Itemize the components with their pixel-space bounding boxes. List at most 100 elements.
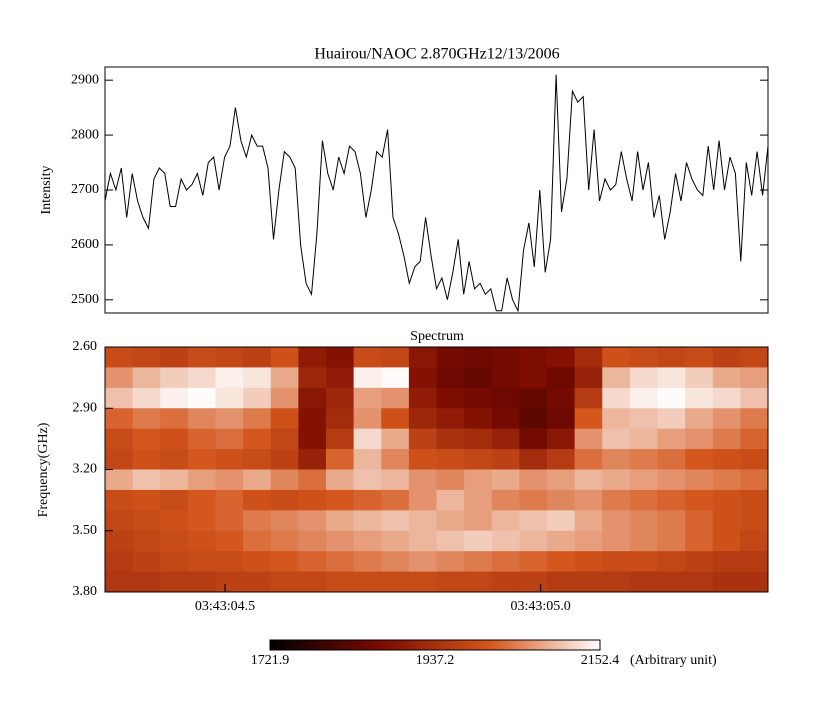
- heatmap-cell: [519, 530, 548, 552]
- heatmap-cell: [408, 367, 437, 389]
- heatmap-cell: [574, 489, 603, 511]
- heatmap-cell: [464, 387, 493, 409]
- heatmap-cell: [740, 367, 769, 389]
- colorbar-tick-label: 2152.4: [581, 653, 620, 668]
- heatmap-cell: [574, 551, 603, 573]
- heatmap-cell: [105, 408, 134, 430]
- heatmap-cell: [105, 530, 134, 552]
- heatmap-cell: [629, 387, 658, 409]
- x-tick-label: 03:43:05.0: [511, 599, 571, 614]
- heatmap-cell: [243, 428, 272, 450]
- heatmap-cell: [215, 571, 244, 593]
- heatmap-cell: [353, 387, 382, 409]
- heatmap-cell: [353, 571, 382, 593]
- heatmap-cell: [132, 408, 161, 430]
- heatmap-cell: [712, 510, 741, 532]
- heatmap-cell: [298, 387, 327, 409]
- heatmap-cell: [491, 571, 520, 593]
- heatmap-cell: [215, 469, 244, 491]
- heatmap-cell: [132, 449, 161, 470]
- heatmap-cell: [132, 428, 161, 450]
- heatmap-cell: [602, 347, 631, 368]
- heatmap-cell: [657, 469, 686, 491]
- heatmap-cell: [629, 571, 658, 593]
- heatmap-cell: [740, 571, 769, 593]
- heatmap-cell: [574, 428, 603, 450]
- heatmap-cell: [574, 469, 603, 491]
- heatmap-cell: [657, 449, 686, 470]
- y-tick-label: 3.20: [73, 462, 98, 477]
- heatmap-cell: [712, 530, 741, 552]
- heatmap-cell: [519, 489, 548, 511]
- heatmap-cell: [326, 347, 355, 368]
- heatmap-cell: [215, 489, 244, 511]
- heatmap-cell: [602, 428, 631, 450]
- heatmap-cell: [436, 510, 465, 532]
- heatmap-cell: [326, 387, 355, 409]
- heatmap-cell: [160, 347, 189, 368]
- chart-title: Huairou/NAOC 2.870GHz12/13/2006: [314, 46, 559, 63]
- heatmap-cell: [326, 367, 355, 389]
- heatmap-cell: [105, 510, 134, 532]
- heatmap-cell: [105, 469, 134, 491]
- heatmap-cell: [712, 449, 741, 470]
- heatmap-cell: [712, 551, 741, 573]
- heatmap-cell: [187, 347, 216, 368]
- heatmap-cell: [491, 367, 520, 389]
- heatmap-cell: [132, 571, 161, 593]
- heatmap-cell: [270, 408, 299, 430]
- heatmap-cell: [353, 510, 382, 532]
- heatmap-cell: [243, 489, 272, 511]
- y-tick-label: 2.60: [73, 339, 98, 354]
- heatmap-cell: [602, 510, 631, 532]
- heatmap-cell: [160, 449, 189, 470]
- heatmap-cell: [353, 469, 382, 491]
- heatmap-cell: [215, 387, 244, 409]
- heatmap-cell: [187, 571, 216, 593]
- heatmap-cell: [657, 551, 686, 573]
- heatmap-cell: [685, 510, 714, 532]
- y-tick-label: 2800: [71, 127, 99, 142]
- heatmap-cell: [685, 428, 714, 450]
- heatmap-cell: [381, 387, 410, 409]
- heatmap-cell: [547, 510, 576, 532]
- heatmap-cell: [491, 530, 520, 552]
- heatmap-cell: [187, 551, 216, 573]
- heatmap-cell: [298, 449, 327, 470]
- heatmap-cell: [326, 510, 355, 532]
- heatmap-cell: [160, 489, 189, 511]
- heatmap-cell: [464, 449, 493, 470]
- heatmap-cell: [408, 469, 437, 491]
- heatmap-cell: [353, 408, 382, 430]
- heatmap-cell: [657, 510, 686, 532]
- heatmap-cell: [685, 530, 714, 552]
- heatmap-cell: [547, 571, 576, 593]
- heatmap-cell: [243, 530, 272, 552]
- heatmap-cell: [243, 571, 272, 593]
- heatmap-cell: [464, 408, 493, 430]
- heatmap-cell: [657, 428, 686, 450]
- heatmap-cell: [491, 347, 520, 368]
- heatmap-cell: [519, 469, 548, 491]
- heatmap-cell: [464, 428, 493, 450]
- heatmap-cell: [547, 367, 576, 389]
- heatmap-cell: [519, 551, 548, 573]
- heatmap-cell: [629, 347, 658, 368]
- heatmap-cell: [712, 387, 741, 409]
- heatmap-cell: [187, 489, 216, 511]
- heatmap-cell: [436, 489, 465, 511]
- heatmap-cell: [326, 408, 355, 430]
- heatmap-cell: [270, 387, 299, 409]
- heatmap-cell: [353, 551, 382, 573]
- heatmap-cell: [657, 367, 686, 389]
- heatmap-cell: [547, 551, 576, 573]
- heatmap-cell: [105, 347, 134, 368]
- heatmap-cell: [160, 469, 189, 491]
- heatmap-cell: [298, 489, 327, 511]
- heatmap-cell: [712, 489, 741, 511]
- heatmap-cell: [629, 510, 658, 532]
- heatmap-cell: [160, 551, 189, 573]
- heatmap-cell: [408, 408, 437, 430]
- heatmap-cell: [464, 347, 493, 368]
